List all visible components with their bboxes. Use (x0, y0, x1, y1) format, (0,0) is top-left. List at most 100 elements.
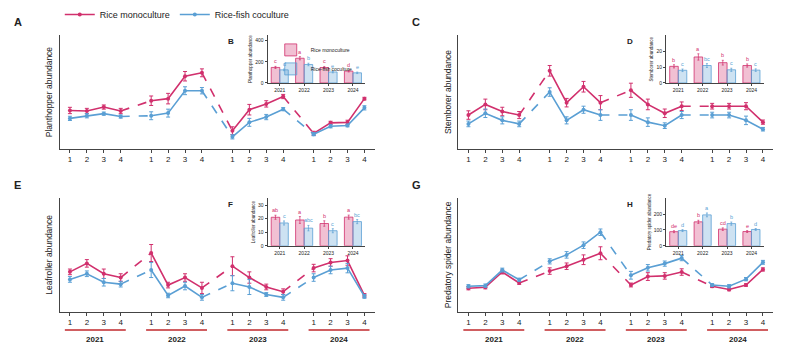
svg-text:4: 4 (761, 318, 766, 327)
svg-text:3: 3 (581, 318, 586, 327)
svg-text:1: 1 (149, 318, 154, 327)
svg-text:e: e (356, 64, 359, 70)
svg-text:4: 4 (200, 155, 205, 164)
svg-text:2021: 2021 (274, 250, 285, 256)
svg-text:3: 3 (744, 155, 749, 164)
svg-text:2024: 2024 (330, 335, 348, 344)
svg-text:Leafroller abundance: Leafroller abundance (251, 200, 256, 243)
svg-text:1: 1 (547, 155, 552, 164)
svg-text:4: 4 (118, 155, 123, 164)
svg-text:2: 2 (85, 318, 90, 327)
svg-text:2023: 2023 (249, 335, 267, 344)
svg-text:4: 4 (517, 155, 522, 164)
svg-text:Rice-fish coculture: Rice-fish coculture (215, 10, 289, 20)
svg-text:2022: 2022 (299, 87, 310, 93)
svg-text:20: 20 (258, 215, 264, 221)
svg-text:1: 1 (629, 155, 634, 164)
svg-text:Planthopper abundance: Planthopper abundance (248, 35, 253, 83)
svg-text:2022: 2022 (566, 335, 584, 344)
svg-text:d: d (347, 62, 350, 68)
svg-text:0: 0 (659, 243, 662, 249)
svg-text:Predatory spider abundance: Predatory spider abundance (443, 201, 453, 308)
svg-text:c: c (274, 58, 277, 64)
svg-text:3: 3 (663, 318, 668, 327)
svg-text:3: 3 (102, 318, 107, 327)
svg-text:2: 2 (564, 318, 569, 327)
svg-text:2: 2 (727, 318, 732, 327)
svg-text:a: a (347, 207, 351, 213)
svg-text:bc: bc (704, 56, 710, 62)
svg-text:2: 2 (85, 155, 90, 164)
svg-text:2: 2 (483, 155, 488, 164)
svg-text:3: 3 (581, 155, 586, 164)
svg-text:4: 4 (679, 318, 684, 327)
svg-text:c: c (730, 60, 733, 66)
svg-text:ab: ab (272, 207, 278, 213)
svg-text:3: 3 (663, 155, 668, 164)
svg-text:20: 20 (656, 48, 662, 54)
svg-text:b: b (672, 57, 675, 63)
svg-text:4: 4 (281, 318, 286, 327)
svg-text:4: 4 (362, 318, 367, 327)
svg-text:4: 4 (200, 318, 205, 327)
svg-text:2: 2 (646, 318, 651, 327)
svg-text:H: H (627, 200, 633, 209)
svg-text:b: b (746, 56, 749, 62)
svg-text:Rice monoculture: Rice monoculture (311, 47, 350, 53)
svg-text:2024: 2024 (347, 87, 358, 93)
svg-text:c: c (754, 61, 757, 67)
svg-text:3: 3 (102, 155, 107, 164)
svg-text:A: A (14, 16, 22, 28)
svg-text:2: 2 (166, 318, 171, 327)
svg-text:d: d (754, 221, 757, 227)
svg-text:de: de (671, 223, 677, 229)
svg-text:d: d (681, 222, 684, 228)
svg-text:3: 3 (500, 155, 505, 164)
svg-text:D: D (627, 37, 633, 46)
svg-text:1: 1 (68, 155, 73, 164)
svg-text:0: 0 (261, 80, 264, 86)
svg-text:abc: abc (304, 217, 313, 223)
svg-text:1: 1 (68, 318, 73, 327)
svg-text:4: 4 (761, 155, 766, 164)
svg-text:d: d (283, 61, 286, 67)
svg-text:Stemborer abundance: Stemborer abundance (649, 36, 654, 81)
svg-text:0: 0 (659, 80, 662, 86)
svg-text:C: C (412, 16, 420, 28)
svg-text:Planthopper abundance: Planthopper abundance (44, 47, 54, 138)
svg-text:2: 2 (328, 318, 333, 327)
svg-text:1: 1 (466, 155, 471, 164)
svg-text:3: 3 (264, 318, 269, 327)
svg-text:2: 2 (166, 155, 171, 164)
svg-text:2: 2 (564, 155, 569, 164)
svg-text:3: 3 (345, 318, 350, 327)
svg-text:E: E (14, 179, 21, 191)
svg-text:3: 3 (500, 318, 505, 327)
svg-text:2021: 2021 (274, 87, 285, 93)
svg-text:2021: 2021 (673, 250, 684, 256)
svg-text:2024: 2024 (746, 250, 757, 256)
svg-text:1: 1 (230, 155, 235, 164)
svg-text:2: 2 (247, 155, 252, 164)
svg-text:2021: 2021 (485, 335, 503, 344)
svg-text:b: b (323, 213, 326, 219)
svg-text:Predatory spider abundance: Predatory spider abundance (647, 193, 652, 250)
svg-text:Leafroller abundance: Leafroller abundance (44, 215, 54, 295)
svg-text:e: e (331, 63, 334, 69)
svg-text:2024: 2024 (347, 250, 358, 256)
svg-text:3: 3 (183, 155, 188, 164)
svg-text:Rice-fish coculture: Rice-fish coculture (311, 66, 352, 72)
svg-text:100: 100 (654, 227, 663, 233)
svg-text:200: 200 (654, 211, 663, 217)
svg-text:2023: 2023 (323, 250, 334, 256)
svg-text:b: b (730, 214, 733, 220)
svg-text:b: b (721, 52, 724, 58)
svg-text:2: 2 (328, 155, 333, 164)
svg-text:c: c (331, 221, 334, 227)
svg-text:a: a (705, 205, 709, 211)
svg-text:2: 2 (646, 155, 651, 164)
svg-text:G: G (412, 179, 421, 191)
svg-text:10: 10 (656, 64, 662, 70)
svg-text:10: 10 (258, 229, 264, 235)
svg-text:Stemborer abundance: Stemborer abundance (443, 50, 453, 134)
